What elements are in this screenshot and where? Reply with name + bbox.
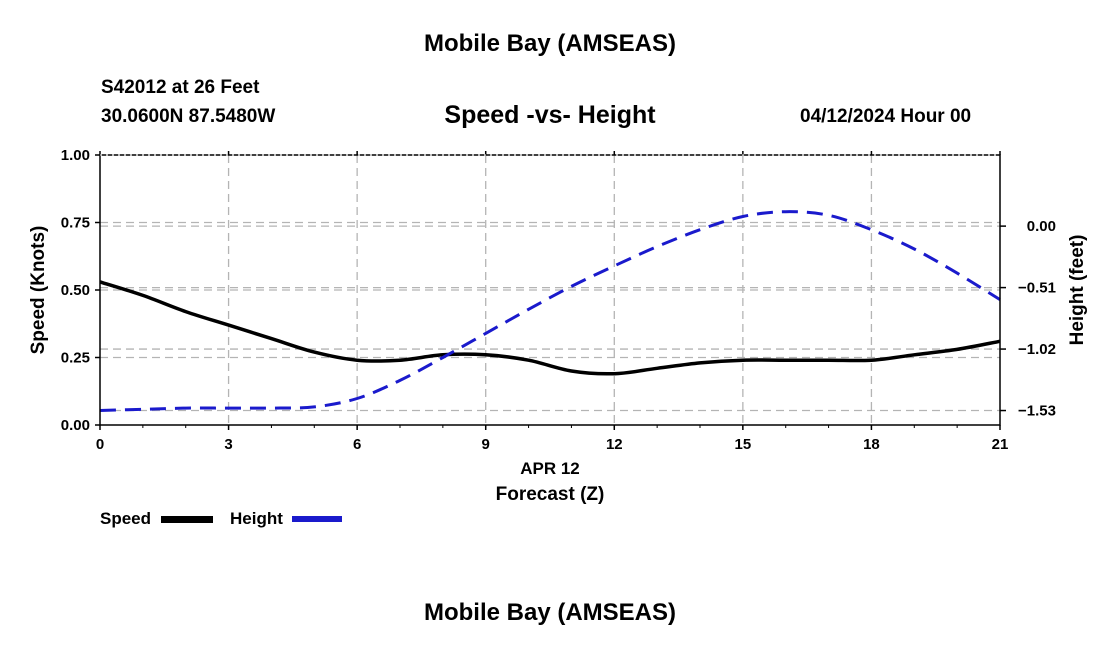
legend-height-label: Height	[230, 509, 283, 528]
y-tick-label: 0.75	[61, 215, 90, 232]
station-coordinates: 30.0600N 87.5480W	[101, 106, 276, 127]
grid-layer	[100, 155, 1000, 425]
y2-tick-label: −1.53	[1018, 403, 1056, 420]
y2-tick-label: 0.00	[1027, 218, 1056, 235]
y-tick-label: 0.00	[61, 417, 90, 434]
legend-height-swatch	[292, 516, 342, 522]
forecast-datetime: 04/12/2024 Hour 00	[800, 106, 972, 127]
footer-title: Mobile Bay (AMSEAS)	[423, 599, 677, 626]
x-tick-label: 6	[353, 436, 361, 453]
y2-tick-label: −1.02	[1018, 341, 1056, 358]
x-tick-label: 0	[96, 436, 104, 453]
chart-subtitle: Speed -vs- Height	[444, 101, 656, 129]
y-axis-title: Speed (Knots)	[28, 226, 49, 355]
series-layer	[99, 210, 1001, 412]
legend-speed-swatch	[161, 516, 213, 523]
x-axis-title: Forecast (Z)	[496, 484, 605, 505]
label-layer: 0 3 6 9 12 15 18 21 0.00 0.25 0.50 0.75 1.00 0.00 −0.5…	[28, 147, 1088, 505]
x-tick-label: 15	[735, 436, 752, 453]
station-label: S42012 at 26 Feet	[101, 77, 260, 98]
tick-layer	[95, 151, 1006, 430]
x-tick-label: 9	[482, 436, 490, 453]
y-tick-label: 1.00	[61, 147, 90, 164]
x-tick-label: 12	[606, 436, 623, 453]
main-title: Mobile Bay (AMSEAS)	[423, 30, 677, 57]
x-tick-label: 21	[992, 436, 1009, 453]
x-tick-label: 3	[224, 436, 232, 453]
y-tick-label: 0.50	[61, 282, 90, 299]
x-tick-label: 18	[863, 436, 880, 453]
legend-speed-label: Speed	[100, 509, 152, 528]
y2-tick-label: −0.51	[1018, 280, 1056, 297]
x-date-label: APR 12	[520, 459, 580, 478]
y2-axis-title: Height (feet)	[1067, 235, 1088, 346]
speed-series-line	[99, 280, 1001, 376]
y-tick-label: 0.25	[61, 350, 90, 367]
height-series-line	[99, 210, 1001, 412]
